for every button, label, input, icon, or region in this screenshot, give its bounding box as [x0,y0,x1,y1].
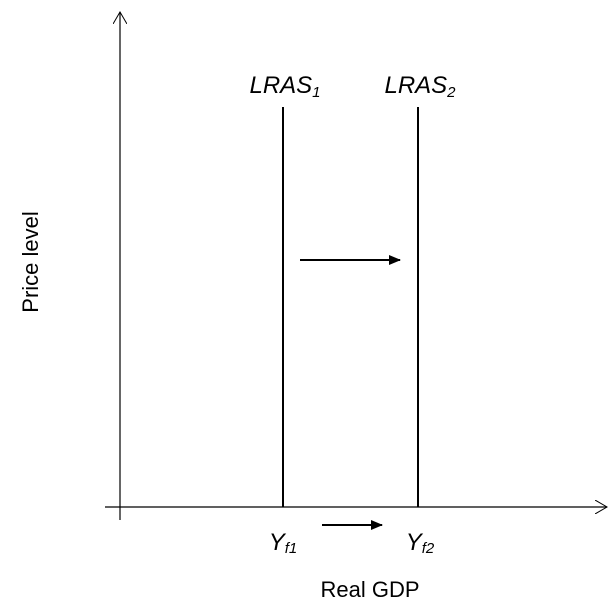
output-label: Yf2 [406,529,435,557]
y-axis-label: Price level [18,211,43,312]
output-label: Yf1 [269,529,298,557]
curve-label: LRAS2 [384,72,456,101]
x-axis-label: Real GDP [320,577,419,602]
curve-label: LRAS1 [249,72,320,101]
